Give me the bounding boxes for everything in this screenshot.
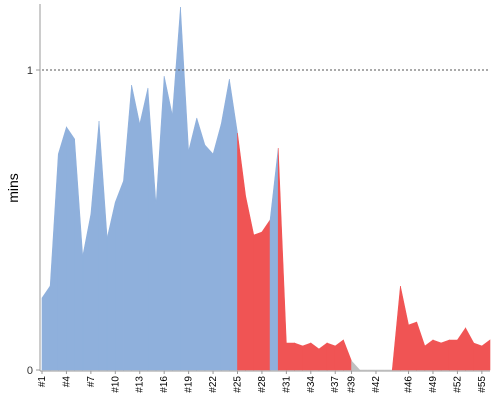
area-segment xyxy=(106,201,116,371)
area-segment xyxy=(400,285,409,371)
area-segment xyxy=(229,78,238,371)
area-segment xyxy=(318,342,328,371)
area-segment xyxy=(440,339,450,371)
area-segment xyxy=(139,87,149,371)
x-tick-label: #31 xyxy=(281,376,292,393)
area-segment xyxy=(172,6,181,371)
area-segment xyxy=(212,123,222,371)
y-tick-label: 0 xyxy=(27,365,33,377)
area-segment xyxy=(432,339,442,371)
area-segment xyxy=(180,6,189,371)
area-segment xyxy=(334,339,344,371)
x-tick-label: #34 xyxy=(306,376,317,393)
area-segment xyxy=(286,342,295,371)
area-segment xyxy=(123,84,132,371)
area-segment xyxy=(424,339,434,371)
area-segment xyxy=(294,342,303,371)
area-segment xyxy=(188,117,198,371)
area-segment xyxy=(473,342,483,371)
area-segment xyxy=(74,138,84,371)
area-segment xyxy=(253,231,263,371)
x-tick-label: #16 xyxy=(159,376,170,393)
area-segment xyxy=(416,321,426,371)
area-segment xyxy=(351,360,361,371)
x-axis-ticks: #1 #4 #7 #10 #13 #16 #19 #22 #25 #28 #31 #34 #37 #39 #… xyxy=(37,371,488,393)
area-segments xyxy=(41,6,491,371)
area-segment xyxy=(310,342,320,371)
x-tick-label: #42 xyxy=(371,376,382,393)
x-tick-label: #7 xyxy=(86,376,97,388)
area-segment xyxy=(163,75,173,371)
area-segment xyxy=(41,285,51,371)
area-segment xyxy=(277,147,287,371)
x-tick-label: #1 xyxy=(37,376,48,388)
area-segment xyxy=(204,144,214,371)
x-tick-label: #4 xyxy=(61,376,72,388)
x-tick-label: #55 xyxy=(477,376,488,393)
x-tick-label: #22 xyxy=(208,376,219,393)
area-segment xyxy=(457,327,466,371)
x-tick-label: #52 xyxy=(452,376,463,393)
area-segment xyxy=(196,117,206,371)
x-tick-label: #39 xyxy=(347,376,358,393)
area-segment xyxy=(82,213,92,371)
area-segment xyxy=(481,339,491,371)
area-segment xyxy=(408,321,417,371)
area-segment xyxy=(391,285,401,371)
area-segment xyxy=(220,78,230,371)
area-segment xyxy=(269,147,279,371)
x-tick-label: #25 xyxy=(232,376,243,393)
area-segment xyxy=(115,180,124,371)
area-segment xyxy=(66,126,75,371)
x-tick-label: #49 xyxy=(428,376,439,393)
x-tick-label: #13 xyxy=(135,376,146,393)
y-axis-label: mins xyxy=(5,173,21,203)
area-segment xyxy=(326,342,336,371)
area-segment xyxy=(261,219,271,371)
area-segment xyxy=(245,195,255,371)
area-segment xyxy=(49,153,59,371)
x-tick-label: #28 xyxy=(257,376,268,393)
area-segment xyxy=(147,87,157,371)
area-segment xyxy=(465,327,475,371)
area-segment xyxy=(57,126,67,371)
area-segment xyxy=(343,339,352,371)
area-segment xyxy=(131,84,141,371)
x-tick-label: #37 xyxy=(330,376,341,393)
area-segment xyxy=(237,132,246,371)
x-tick-label: #19 xyxy=(184,376,195,393)
area-segment xyxy=(302,342,312,371)
x-tick-label: #10 xyxy=(110,376,121,393)
area-segment xyxy=(155,75,165,371)
x-tick-label: #46 xyxy=(404,376,415,393)
y-tick-label: 1 xyxy=(27,65,33,77)
area-segment xyxy=(448,339,458,371)
area-segment xyxy=(98,120,108,371)
y-axis-ticks: 01 xyxy=(27,65,40,377)
area-segment xyxy=(90,120,100,371)
